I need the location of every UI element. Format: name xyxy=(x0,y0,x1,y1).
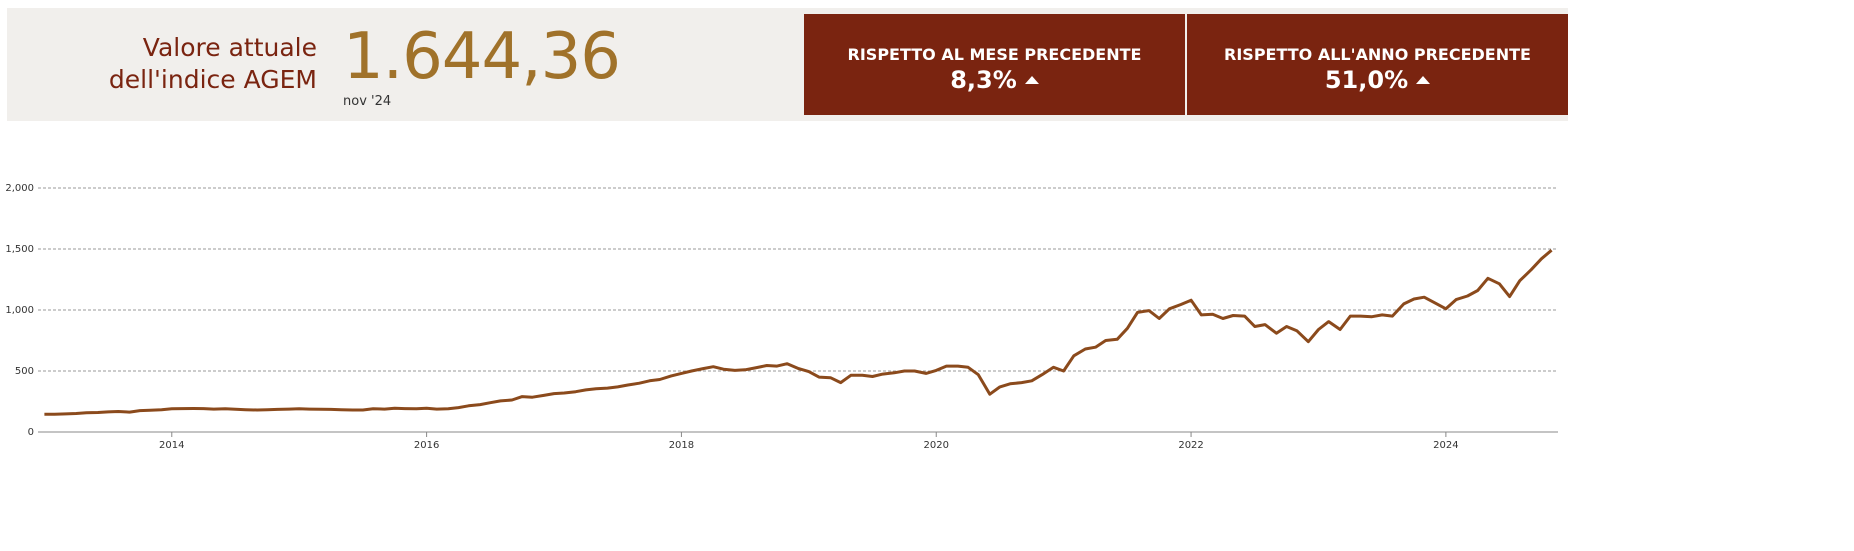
up-arrow xyxy=(1024,76,1039,84)
chart: 0 500 1,000 1,500 2,000 2014 2016 2018 2020 2022 2… xyxy=(5,183,1558,451)
x-tick-label: 2016 xyxy=(414,440,439,451)
y-tick-label: 1,500 xyxy=(5,244,34,255)
index-label: Valore attuale dell'indice AGEM xyxy=(7,32,317,96)
box-value-row: 51,0% xyxy=(1187,66,1568,94)
box-value-row: 8,3% xyxy=(804,66,1185,94)
x-tick-label: 2014 xyxy=(159,440,184,451)
change-box: RISPETTO AL MESE PRECEDENTE 8,3% xyxy=(804,14,1185,115)
x-tick-label: 2020 xyxy=(924,440,949,451)
x-tick-label: 2022 xyxy=(1178,440,1203,451)
box-title: RISPETTO ALL'ANNO PRECEDENTE xyxy=(1224,45,1531,64)
label-line: Valore attuale xyxy=(142,33,317,62)
y-tick-label: 1,000 xyxy=(5,305,34,316)
box-value: 8,3% xyxy=(950,66,1017,94)
index-date: nov '24 xyxy=(343,94,392,109)
x-tick-label: 2018 xyxy=(669,440,694,451)
box-title: RISPETTO AL MESE PRECEDENTE xyxy=(847,45,1142,64)
box-value: 51,0% xyxy=(1324,66,1409,94)
y-tick-label: 500 xyxy=(15,366,34,377)
y-tick-label: 0 xyxy=(28,427,34,438)
change-box: RISPETTO ALL'ANNO PRECEDENTE 51,0% xyxy=(1187,14,1568,115)
up-arrow xyxy=(1416,76,1431,84)
header: Valore attuale dell'indice AGEM 1.644,36 … xyxy=(7,8,1568,121)
y-tick-label: 2,000 xyxy=(5,183,34,194)
label-line: dell'indice AGEM xyxy=(108,65,317,94)
index-value: 1.644,36 xyxy=(343,20,621,94)
index-line xyxy=(44,249,1553,416)
x-tick-label: 2024 xyxy=(1433,440,1458,451)
